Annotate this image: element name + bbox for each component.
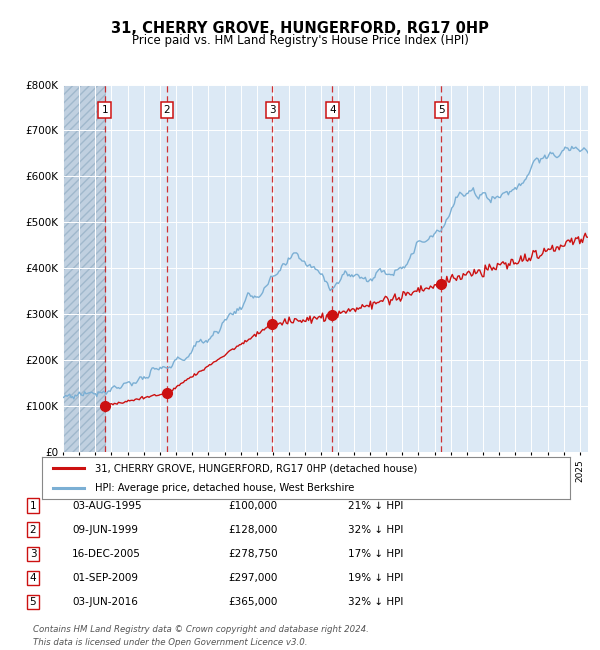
Text: Contains HM Land Registry data © Crown copyright and database right 2024.
This d: Contains HM Land Registry data © Crown c… — [33, 625, 369, 647]
Text: 2: 2 — [164, 105, 170, 115]
Text: 5: 5 — [29, 597, 37, 607]
Text: 5: 5 — [438, 105, 445, 115]
Text: 3: 3 — [269, 105, 275, 115]
Text: 01-SEP-2009: 01-SEP-2009 — [72, 573, 138, 583]
Text: 32% ↓ HPI: 32% ↓ HPI — [348, 525, 403, 535]
Bar — [63, 84, 104, 452]
Text: 09-JUN-1999: 09-JUN-1999 — [72, 525, 138, 535]
Text: £365,000: £365,000 — [228, 597, 277, 607]
Text: HPI: Average price, detached house, West Berkshire: HPI: Average price, detached house, West… — [95, 483, 354, 493]
Text: 16-DEC-2005: 16-DEC-2005 — [72, 549, 141, 559]
Text: 1: 1 — [101, 105, 108, 115]
Text: 19% ↓ HPI: 19% ↓ HPI — [348, 573, 403, 583]
Text: £278,750: £278,750 — [228, 549, 278, 559]
Text: £128,000: £128,000 — [228, 525, 277, 535]
Text: 32% ↓ HPI: 32% ↓ HPI — [348, 597, 403, 607]
Text: 17% ↓ HPI: 17% ↓ HPI — [348, 549, 403, 559]
Text: 3: 3 — [29, 549, 37, 559]
Text: 31, CHERRY GROVE, HUNGERFORD, RG17 0HP: 31, CHERRY GROVE, HUNGERFORD, RG17 0HP — [111, 21, 489, 36]
Text: 1: 1 — [29, 500, 37, 511]
Bar — [63, 84, 104, 452]
Text: 4: 4 — [329, 105, 335, 115]
Text: 03-JUN-2016: 03-JUN-2016 — [72, 597, 138, 607]
Text: £297,000: £297,000 — [228, 573, 277, 583]
Text: 4: 4 — [29, 573, 37, 583]
Text: 03-AUG-1995: 03-AUG-1995 — [72, 500, 142, 511]
Text: 31, CHERRY GROVE, HUNGERFORD, RG17 0HP (detached house): 31, CHERRY GROVE, HUNGERFORD, RG17 0HP (… — [95, 463, 417, 473]
Text: 2: 2 — [29, 525, 37, 535]
Text: £100,000: £100,000 — [228, 500, 277, 511]
Text: 21% ↓ HPI: 21% ↓ HPI — [348, 500, 403, 511]
Text: Price paid vs. HM Land Registry's House Price Index (HPI): Price paid vs. HM Land Registry's House … — [131, 34, 469, 47]
